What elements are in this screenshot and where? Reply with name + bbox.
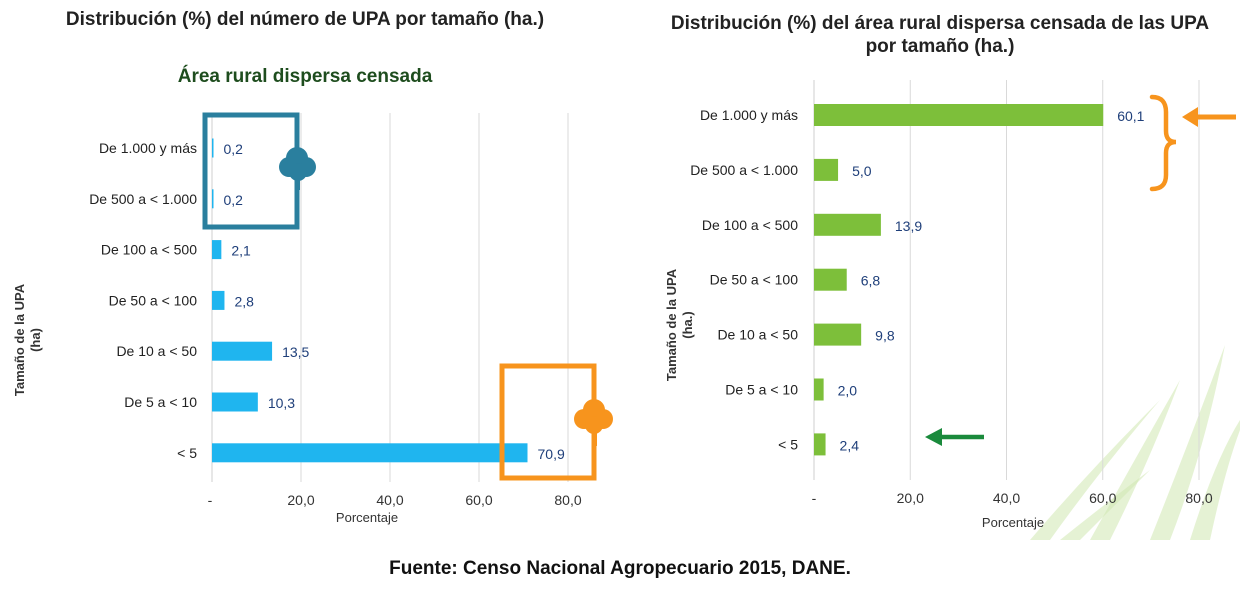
data-label: 70,9 xyxy=(538,446,565,462)
bar xyxy=(814,104,1104,126)
chart1: - 20,0 40,0 60,0 80,0 Porcentaje Tamaño de la … xyxy=(12,113,582,525)
category-label: De 50 a < 100 xyxy=(109,292,198,308)
left-arrow-icon xyxy=(1182,107,1198,127)
category-label: De 500 a < 1.000 xyxy=(690,162,798,178)
bar xyxy=(814,323,862,346)
y-axis-title: Tamaño de la UPA(ha) xyxy=(12,283,43,396)
tick-label: 20,0 xyxy=(287,492,314,508)
tree-trunk xyxy=(592,422,597,446)
tick-label: 60,0 xyxy=(1089,490,1116,506)
bar xyxy=(814,433,826,456)
category-label: De 100 a < 500 xyxy=(702,217,798,233)
tick-label: 80,0 xyxy=(554,492,581,508)
chart2: - 20,0 40,0 60,0 80,0 Porcentaje Tamaño de la … xyxy=(664,80,1213,530)
category-label: De 500 a < 1.000 xyxy=(89,191,197,207)
category-label: De 10 a < 50 xyxy=(116,343,197,359)
bar xyxy=(212,138,214,158)
tree-icon xyxy=(279,147,316,190)
category-label: De 100 a < 500 xyxy=(101,242,197,258)
tick-label: - xyxy=(812,490,817,506)
y-axis-title: Tamaño de la UPA(ha.) xyxy=(664,268,695,381)
data-label: 0,2 xyxy=(224,141,244,157)
bar xyxy=(212,189,214,209)
category-label: De 10 a < 50 xyxy=(717,327,798,343)
data-label: 5,0 xyxy=(852,163,872,179)
decor-layer xyxy=(1030,345,1240,540)
category-label: De 1.000 y más xyxy=(700,107,798,123)
tick-label: 60,0 xyxy=(465,492,492,508)
tick-label: 80,0 xyxy=(1185,490,1212,506)
data-label: 2,0 xyxy=(838,383,858,399)
bar xyxy=(814,268,847,291)
bar xyxy=(212,290,225,310)
data-label: 0,2 xyxy=(224,192,244,208)
bar xyxy=(814,213,881,236)
annotation-layer xyxy=(202,94,1236,481)
tick-label: - xyxy=(208,492,213,508)
curly-brace-icon xyxy=(1149,94,1177,192)
tree-leaf xyxy=(585,416,603,434)
data-label: 60,1 xyxy=(1117,108,1144,124)
tick-label: 40,0 xyxy=(376,492,403,508)
tree-leaf xyxy=(289,163,307,181)
grass-blade-3 xyxy=(1190,420,1240,540)
left-arrow-icon xyxy=(925,428,942,446)
chart2-title: Distribución (%) del área rural dispersa… xyxy=(670,13,1210,57)
data-label: 2,4 xyxy=(840,437,860,453)
data-label: 6,8 xyxy=(861,273,881,289)
data-label: 13,5 xyxy=(282,344,309,360)
data-label: 2,1 xyxy=(231,243,251,259)
category-label: De 5 a < 10 xyxy=(124,394,197,410)
data-label: 9,8 xyxy=(875,328,895,344)
bar xyxy=(212,443,528,463)
chart1-subtitle: Área rural dispersa censada xyxy=(177,66,433,87)
x-axis-title: Porcentaje xyxy=(982,515,1044,530)
tree-icon xyxy=(574,399,613,446)
data-label: 10,3 xyxy=(268,395,295,411)
data-label: 13,9 xyxy=(895,218,922,234)
x-axis-title: Porcentaje xyxy=(336,510,398,525)
category-label: De 1.000 y más xyxy=(99,140,197,156)
grass-blade-0 xyxy=(1030,400,1160,540)
bar xyxy=(212,392,258,412)
category-label: < 5 xyxy=(778,436,798,452)
bar xyxy=(814,158,839,181)
data-label: 2,8 xyxy=(234,293,254,309)
bar xyxy=(814,378,824,401)
tick-label: 20,0 xyxy=(897,490,924,506)
source-note: Fuente: Censo Nacional Agropecuario 2015… xyxy=(389,558,851,579)
category-label: < 5 xyxy=(177,445,197,461)
tick-label: 40,0 xyxy=(993,490,1020,506)
category-label: De 5 a < 10 xyxy=(725,382,798,398)
tree-leaf xyxy=(286,147,308,169)
category-label: De 50 a < 100 xyxy=(710,272,799,288)
bar xyxy=(212,341,273,361)
bar xyxy=(212,240,222,260)
tree-leaf xyxy=(583,399,605,421)
grass-blade-4 xyxy=(1060,470,1150,540)
chart1-title: Distribución (%) del número de UPA por t… xyxy=(65,9,545,30)
